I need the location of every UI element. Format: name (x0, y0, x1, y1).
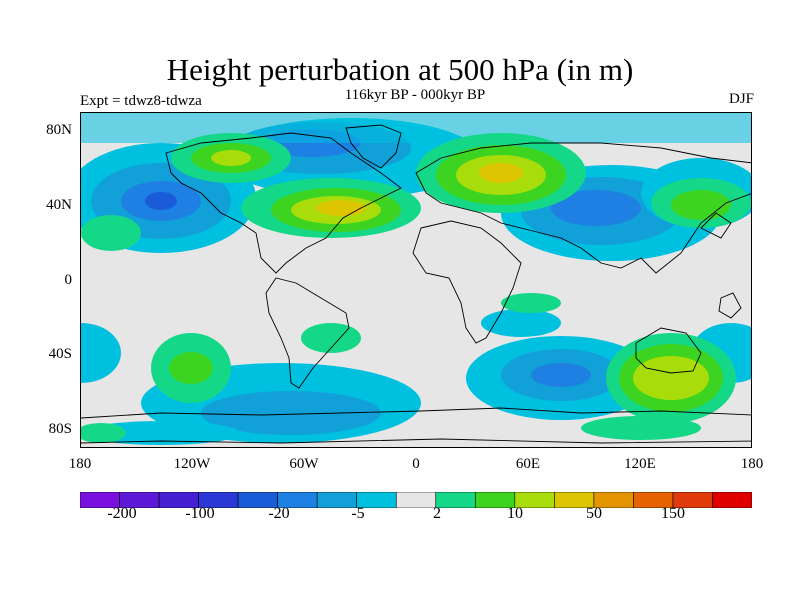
season-label: DJF (728, 91, 754, 107)
lat-label-80s: 80S (48, 421, 72, 437)
colorbar-label: -5 (351, 505, 365, 522)
lat-label-40s: 40S (48, 346, 72, 362)
lon-label-180e: 180 (740, 456, 764, 472)
height-perturbation-map (81, 113, 751, 445)
lon-label-60w: 60W (289, 456, 319, 472)
colorbar-box (712, 492, 752, 508)
lon-label-180w: 180 (68, 456, 92, 472)
lon-label-120w: 120W (173, 456, 211, 472)
figure-title: Height perturbation at 500 hPa (in m) (166, 52, 634, 87)
lat-label-80n: 80N (46, 122, 72, 138)
lat-label-0: 0 (64, 272, 73, 288)
colorbar-label: 150 (661, 505, 685, 522)
colorbar (80, 492, 752, 508)
lat-label-40n: 40N (46, 197, 72, 213)
colorbar-label: 50 (586, 505, 602, 522)
colorbar-label: 2 (433, 505, 441, 522)
lon-label-60e: 60E (515, 456, 541, 472)
lon-label-0: 0 (412, 456, 420, 472)
colorbar-label: -100 (185, 505, 215, 522)
coastlines (81, 124, 751, 444)
lon-label-120e: 120E (624, 456, 656, 472)
colorbar-label: -20 (268, 505, 290, 522)
colorbar-label: 10 (507, 505, 523, 522)
map-panel (80, 112, 752, 448)
figure-subtitle: 116kyr BP - 000kyr BP (344, 87, 486, 103)
positive-anomaly-fills (81, 133, 751, 443)
experiment-label: Expt = tdwz8-tdwza (80, 93, 202, 109)
colorbar-label: -200 (107, 505, 137, 522)
